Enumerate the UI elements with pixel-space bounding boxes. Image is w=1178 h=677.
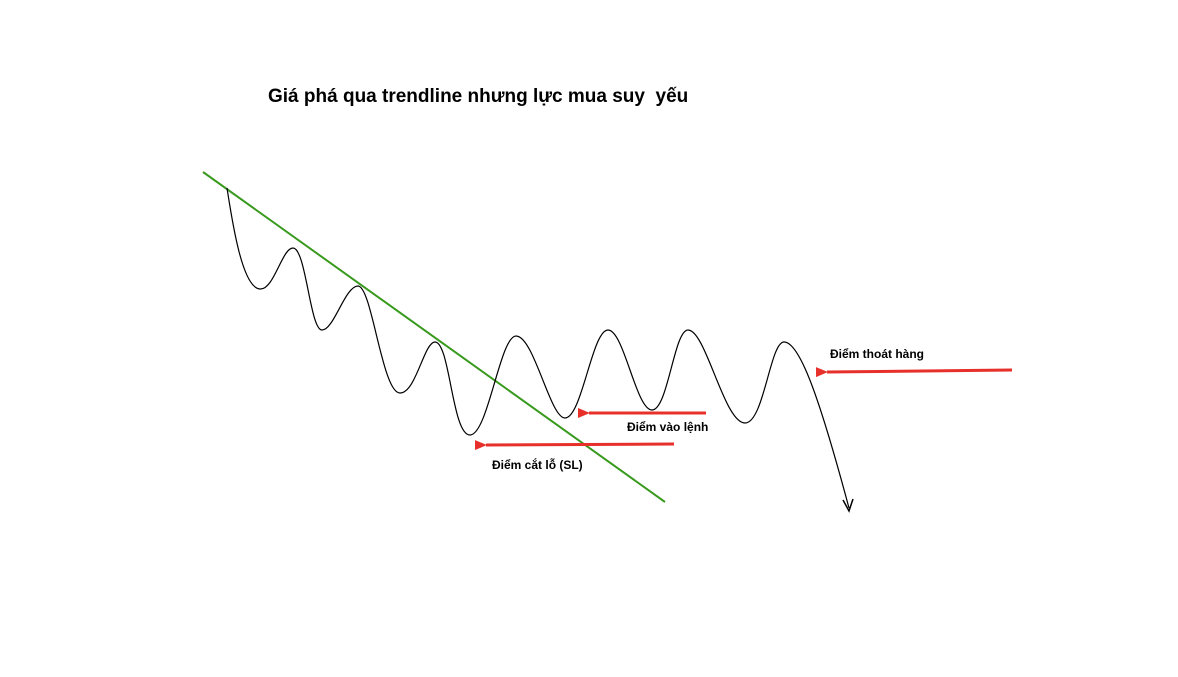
- down-arrowhead-icon: [842, 498, 854, 513]
- downtrend-line: [202, 171, 666, 503]
- exit-arrow: [815, 367, 1013, 378]
- exit-point-label: Điểm thoát hàng: [830, 347, 925, 361]
- stop-loss-label: Điểm cắt lỗ (SL): [492, 458, 583, 472]
- price-wave: [226, 187, 850, 509]
- diagram-title: Giá phá qua trendline nhưng lực mua suy …: [268, 86, 689, 107]
- entry-point-label: Điểm vào lệnh: [627, 420, 709, 434]
- stop-loss-arrow: [474, 440, 675, 451]
